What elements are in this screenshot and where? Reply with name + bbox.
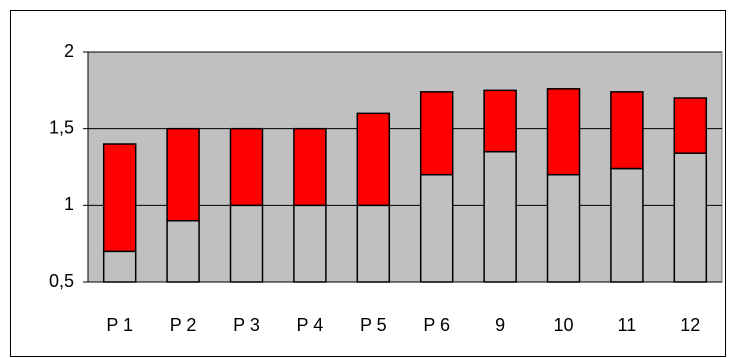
- bar-segment: [166, 127, 200, 222]
- bar-segment: [546, 88, 581, 176]
- x-tick-label: 10: [553, 315, 573, 335]
- bar-segment: [229, 204, 264, 283]
- y-tick-label: 2: [64, 41, 74, 61]
- bar-segment: [610, 167, 644, 283]
- x-tick-label: 12: [680, 315, 700, 335]
- bar-segment: [356, 112, 391, 207]
- bar-segment: [673, 97, 708, 154]
- bar-segment: [419, 91, 454, 176]
- bar-segment: [483, 89, 517, 153]
- bar-segment: [229, 127, 264, 207]
- y-tick-label: 0,5: [49, 271, 74, 291]
- x-tick-label: 11: [618, 315, 637, 335]
- y-tick-label: 1,5: [49, 117, 74, 137]
- bar-segment: [483, 150, 517, 283]
- bar-segment: [102, 143, 137, 253]
- bar-segment: [102, 250, 137, 283]
- bar-segment: [166, 219, 200, 283]
- x-tick-label: 9: [495, 315, 505, 335]
- x-tick-label: P 4: [297, 315, 324, 335]
- x-tick-label: P 2: [170, 315, 197, 335]
- bar-segment: [356, 204, 391, 283]
- x-tick-label: P 5: [360, 315, 387, 335]
- bar-segment: [673, 152, 708, 283]
- bar-segment: [293, 204, 327, 283]
- bar-segment: [419, 173, 454, 283]
- bar-segment: [610, 91, 644, 170]
- y-tick-label: 1: [64, 194, 74, 214]
- x-tick-label: P 3: [233, 315, 260, 335]
- x-tick-label: P 6: [423, 315, 450, 335]
- bar-segment: [546, 173, 581, 283]
- bar-segment: [293, 127, 327, 207]
- x-tick-label: P 1: [106, 315, 133, 335]
